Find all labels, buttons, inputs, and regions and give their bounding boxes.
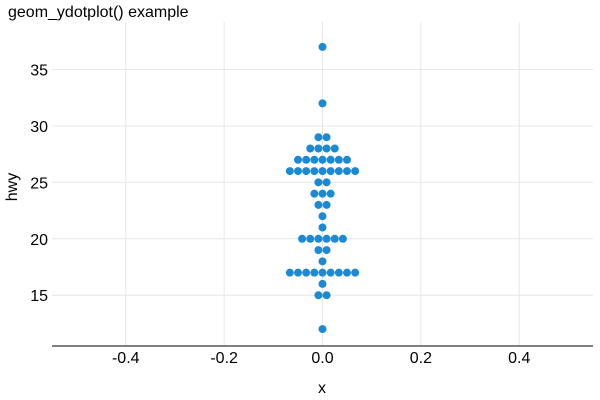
data-point [302, 268, 311, 277]
data-point [310, 189, 319, 198]
x-tick-label: -0.4 [112, 350, 140, 367]
data-point [314, 133, 323, 142]
y-tick-label: 25 [30, 175, 48, 192]
data-point [294, 155, 303, 164]
x-tick-label: 0.2 [410, 350, 432, 367]
data-point [351, 268, 360, 277]
x-axis-label: x [318, 380, 326, 397]
data-point [306, 144, 315, 153]
y-tick-label: 30 [30, 119, 48, 136]
data-point [294, 167, 303, 176]
data-points [285, 42, 360, 334]
data-point [285, 268, 294, 277]
data-point [334, 268, 343, 277]
data-point [322, 133, 331, 142]
data-point [334, 155, 343, 164]
data-point [351, 167, 360, 176]
data-point [318, 42, 327, 51]
data-point [318, 167, 327, 176]
y-axis-label: hwy [4, 173, 21, 201]
data-point [318, 325, 327, 334]
data-point [314, 144, 323, 153]
x-tick-label: 0.4 [508, 350, 530, 367]
data-point [318, 99, 327, 108]
data-point [322, 291, 331, 300]
data-point [294, 268, 303, 277]
grid [52, 22, 593, 346]
data-point [326, 155, 335, 164]
x-axis-ticks: -0.4 -0.2 0.0 0.2 0.4 [112, 350, 530, 367]
data-point [318, 189, 327, 198]
data-point [342, 155, 351, 164]
data-point [322, 144, 331, 153]
data-point [314, 234, 323, 243]
data-point [326, 268, 335, 277]
data-point [310, 167, 319, 176]
data-point [326, 189, 335, 198]
data-point [285, 167, 294, 176]
data-point [302, 155, 311, 164]
data-point [310, 155, 319, 164]
data-point [330, 144, 339, 153]
y-tick-label: 20 [30, 232, 48, 249]
data-point [318, 155, 327, 164]
data-point [318, 279, 327, 288]
data-point [326, 167, 335, 176]
data-point [342, 268, 351, 277]
data-point [322, 246, 331, 255]
data-point [318, 212, 327, 221]
y-tick-label: 35 [30, 63, 48, 80]
data-point [310, 268, 319, 277]
data-point [334, 167, 343, 176]
data-point [318, 257, 327, 266]
chart-title: geom_ydotplot() example [8, 4, 189, 21]
data-point [322, 200, 331, 209]
data-point [338, 234, 347, 243]
x-tick-label: 0.0 [311, 350, 333, 367]
data-point [314, 178, 323, 187]
x-tick-label: -0.2 [210, 350, 238, 367]
data-point [314, 291, 323, 300]
data-point [322, 234, 331, 243]
data-point [322, 178, 331, 187]
data-point [330, 234, 339, 243]
data-point [306, 234, 315, 243]
y-axis-ticks: 15 20 25 30 35 [30, 63, 48, 306]
data-point [318, 223, 327, 232]
data-point [318, 268, 327, 277]
y-tick-label: 15 [30, 288, 48, 305]
data-point [298, 234, 307, 243]
data-point [302, 167, 311, 176]
data-point [314, 200, 323, 209]
data-point [314, 246, 323, 255]
data-point [342, 167, 351, 176]
